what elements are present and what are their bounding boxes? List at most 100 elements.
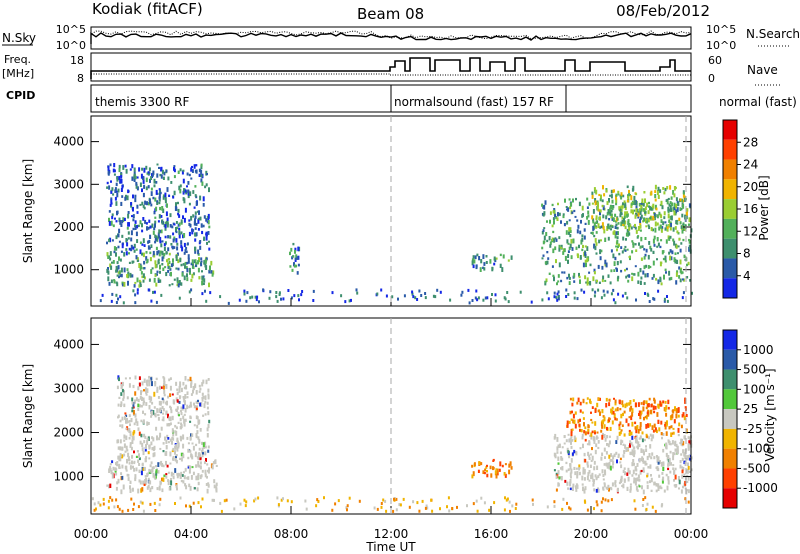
echo-cell [609,194,612,197]
echo-cell [168,252,171,256]
echo-cell [174,468,177,473]
echo-cell [638,478,641,482]
echo-cell [121,381,124,387]
echo-cell [556,446,559,451]
echo-cell [672,464,675,467]
echo-cell [581,248,584,252]
echo-cell [544,261,547,265]
echo-cell [180,409,182,413]
echo-cell [586,508,589,512]
echo-cell [617,453,620,457]
echo-cell [331,291,334,295]
echo-cell [645,218,647,224]
colorbar-swatch [723,369,737,390]
echo-cell [204,473,207,478]
echo-cell [687,462,689,466]
echo-cell [475,499,478,503]
echo-cell [187,181,190,185]
echo-cell [617,190,620,194]
echo-cell [622,202,624,206]
echo-cell [616,407,619,412]
echo-cell [591,447,593,451]
echo-cell [625,447,628,452]
echo-cell [109,463,112,466]
echo-cell [163,252,166,257]
echo-cell [199,387,202,391]
echo-cell [186,261,189,265]
echo-cell [543,227,546,230]
echo-cell [638,413,640,416]
echo-cell [151,486,154,490]
echo-cell [169,385,172,391]
echo-cell [679,259,682,265]
echo-cell [648,225,651,230]
echo-cell [639,229,642,232]
echo-cell [664,424,667,427]
echo-cell [124,450,127,453]
echo-cell [557,462,560,465]
echo-cell [151,410,153,413]
echo-cell [558,236,561,240]
echo-cell [639,224,642,229]
echo-cell [143,184,146,189]
echo-cell [298,298,300,302]
echo-cell [176,399,179,403]
echo-cell [296,256,299,260]
echo-cell [560,220,562,224]
echo-cell [510,466,513,470]
echo-cell [146,388,149,393]
echo-cell [193,164,196,169]
echo-cell [182,396,185,400]
echo-cell [642,460,645,464]
echo-cell [198,465,201,468]
echo-cell [384,499,387,503]
echo-cell [131,439,134,444]
echo-cell [635,485,638,491]
echo-cell [125,420,128,424]
echo-cell [670,276,673,281]
echo-cell [163,243,166,247]
echo-cell [556,298,559,302]
echo-cell [641,438,644,443]
echo-cell [570,445,573,449]
echo-cell [602,497,604,501]
nsky-tick-top: 10^5 [56,23,86,36]
echo-cell [157,250,160,253]
echo-cell [129,442,132,446]
echo-cell [603,463,606,466]
echo-cell [648,241,651,245]
echo-cell [611,199,614,204]
echo-cell [116,282,119,287]
echo-cell [116,481,119,485]
power-colorbar-label: Power [dB] [757,175,771,240]
echo-cell [591,231,594,235]
echo-cell [171,415,174,421]
echo-cell [679,464,682,469]
echo-cell [575,467,578,470]
echo-cell [677,434,680,437]
echo-cell [594,200,597,206]
echo-cell [128,414,131,418]
echo-cell [645,448,648,452]
echo-cell [628,256,631,259]
echo-cell [183,275,186,281]
echo-cell [635,192,638,196]
echo-cell [191,442,194,445]
echo-cell [131,164,134,169]
echo-cell [208,240,210,243]
echo-cell [107,267,109,271]
echo-cell [633,195,636,201]
echo-cell [654,204,657,210]
echo-cell [156,163,159,166]
echo-cell [129,377,131,380]
echo-cell [179,188,182,194]
echo-cell [184,394,187,399]
echo-cell [148,219,151,223]
echo-cell [141,396,143,401]
echo-cell [644,237,647,240]
echo-cell [486,296,489,300]
echo-cell [603,483,606,488]
echo-cell [649,464,652,469]
echo-cell [628,274,631,278]
echo-cell [132,289,135,293]
